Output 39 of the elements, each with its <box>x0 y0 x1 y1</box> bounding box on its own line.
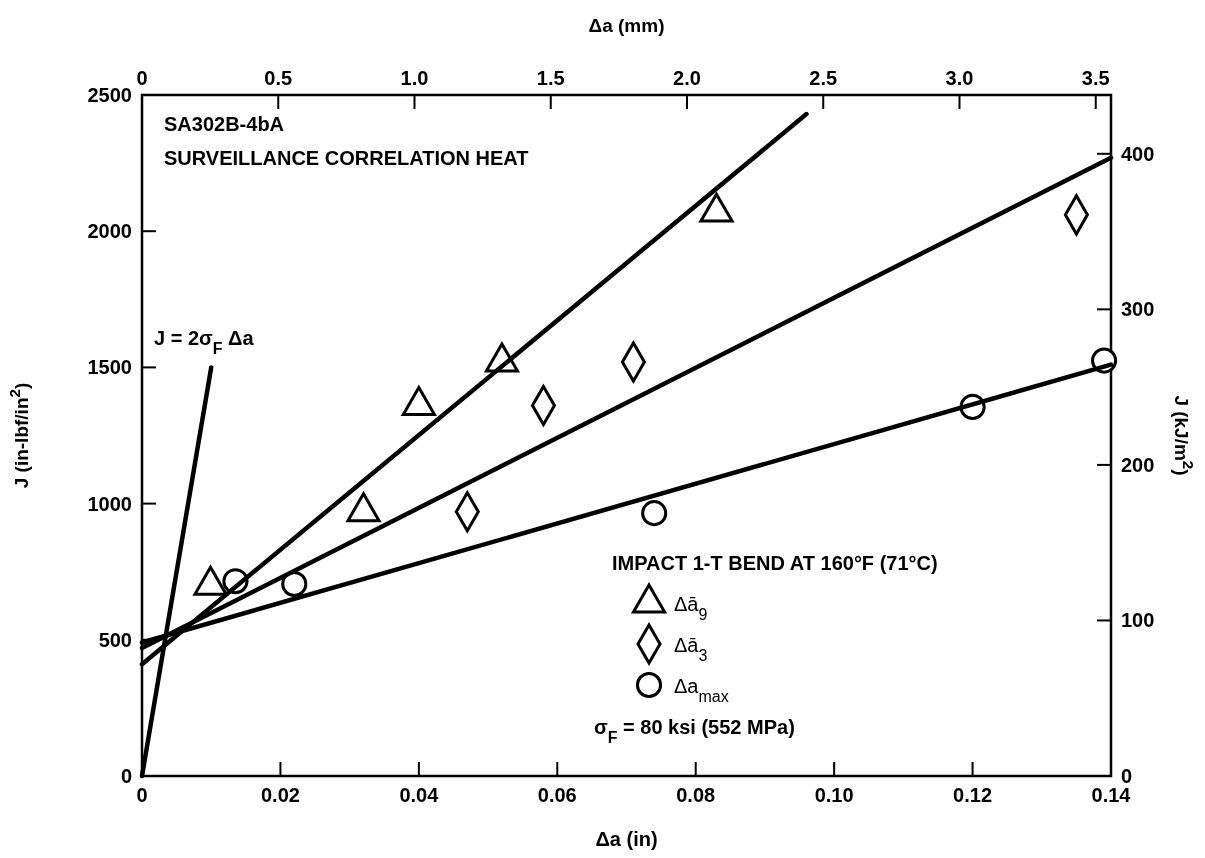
annotation: SA302B-4bA <box>164 113 285 135</box>
point <box>641 500 668 527</box>
x-tick-label: 0.04 <box>399 784 440 806</box>
x2-tick-label: 3.0 <box>945 67 974 89</box>
y2-tick-label: 0 <box>1121 765 1133 787</box>
x-tick-label: 0.14 <box>1091 784 1132 806</box>
annotation: σ$_{F}$ = 80 ksi (552 MPa) <box>594 716 795 746</box>
x2-tick-label: 1.0 <box>400 67 429 89</box>
x2-axis-title: Δa (mm) <box>588 15 665 36</box>
y2-tick-label: 200 <box>1121 453 1155 476</box>
point <box>281 570 308 597</box>
legend-title: IMPACT 1-T BEND AT 160°F (71°C) <box>612 552 938 574</box>
x-axis-title: Δa (in) <box>595 828 658 850</box>
x-tick-label: 0.02 <box>260 784 300 806</box>
legend-label: Δā$_{3}$ <box>674 634 708 664</box>
y-tick-label: 1500 <box>87 356 132 379</box>
annotation: J = 2σ$_{F}$ Δa <box>154 327 255 357</box>
x2-tick-label: 0.5 <box>264 67 293 89</box>
annotation: SURVEILLANCE CORRELATION HEAT <box>164 147 529 169</box>
x2-tick-label: 0 <box>136 67 148 89</box>
x2-tick-label: 2.5 <box>809 67 838 89</box>
y2-tick-label: 100 <box>1121 609 1155 632</box>
legend-label: Δā$_{9}$ <box>674 593 708 623</box>
y2-tick-label: 400 <box>1121 142 1155 165</box>
y-tick-label: 1000 <box>87 492 132 515</box>
x2-tick-label: 2.0 <box>673 67 701 89</box>
y2-tick-label: 300 <box>1121 298 1155 321</box>
x-tick-label: 0.12 <box>953 784 993 806</box>
x-tick-label: 0 <box>136 784 148 806</box>
y-tick-label: 2000 <box>87 220 132 243</box>
y-tick-label: 500 <box>98 628 132 651</box>
x2-tick-label: 1.5 <box>536 67 565 89</box>
x-tick-label: 0.08 <box>676 784 716 806</box>
x-tick-label: 0.06 <box>537 784 577 806</box>
y-tick-label: 0 <box>120 765 132 787</box>
x-tick-label: 0.10 <box>814 784 854 806</box>
legend-label: Δa$_{max}$ <box>674 675 729 705</box>
y-tick-label: 2500 <box>87 84 132 106</box>
x2-tick-label: 3.5 <box>1081 67 1110 89</box>
